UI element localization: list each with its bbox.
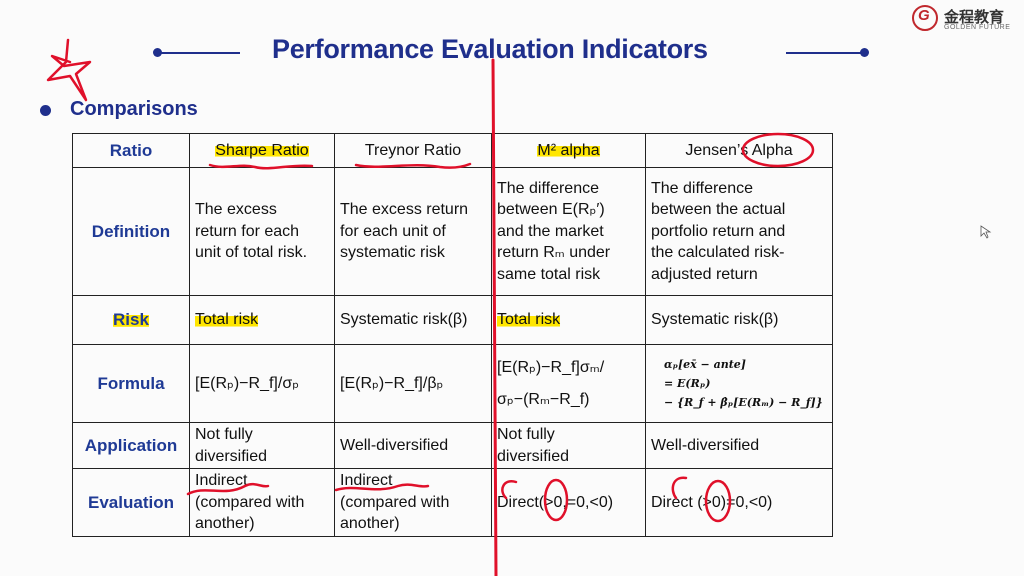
header-treynor: Treynor Ratio <box>334 133 492 168</box>
row-label-evaluation: Evaluation <box>72 468 190 537</box>
cell-m2-risk: Total risk <box>491 295 646 345</box>
cell-jensen-risk: Systematic risk(β) <box>645 295 833 345</box>
row-label-formula: Formula <box>72 344 190 423</box>
cell-jensen-application: Well-diversified <box>645 422 833 469</box>
header-m2: M² alpha <box>491 133 646 168</box>
header-treynor-label: Treynor Ratio <box>364 141 462 159</box>
cell-treynor-definition: The excess return for each unit of systema… <box>334 167 492 296</box>
comparison-table: Ratio Sharpe Ratio Treynor Ratio M² alph… <box>72 133 833 537</box>
mouse-cursor-icon <box>980 225 992 239</box>
header-jensen: Jensen’s Alpha <box>645 133 833 168</box>
ink-star-icon <box>46 38 92 102</box>
title-left-line <box>155 52 240 54</box>
cell-treynor-application: Well-diversified <box>334 422 492 469</box>
cell-sharpe-formula: [E(Rₚ)−R_f]/σₚ <box>189 344 335 423</box>
table-row-evaluation: Evaluation Indirect (compared with another… <box>72 468 833 537</box>
golden-future-logo: G 金程教育 GOLDEN FUTURE <box>912 5 1020 33</box>
cell-treynor-evaluation: Indirect (compared with another) <box>334 468 492 537</box>
header-m2-label: M² alpha <box>537 141 600 159</box>
title-right-dot <box>860 48 869 57</box>
cell-jensen-definition: The difference between the actual portfoli… <box>645 167 833 296</box>
row-label-risk: Risk <box>72 295 190 345</box>
header-ratio: Ratio <box>72 133 190 168</box>
row-label-definition: Definition <box>72 167 190 296</box>
header-jensen-label: Jensen’s Alpha <box>685 141 793 159</box>
header-sharpe-label: Sharpe Ratio <box>215 141 309 159</box>
cell-treynor-risk: Systematic risk(β) <box>334 295 492 345</box>
cell-sharpe-evaluation: Indirect (compared with another) <box>189 468 335 537</box>
logo-chinese-text: 金程教育 <box>944 9 1005 26</box>
cell-m2-application: Not fully diversified <box>491 422 646 469</box>
table-row-definition: Definition The excess return for each unit… <box>72 167 833 296</box>
logo-english-text: GOLDEN FUTURE <box>944 24 1011 31</box>
cell-m2-definition: The difference between E(Rₚ′) and the mark… <box>491 167 646 296</box>
logo-letter: G <box>918 7 930 24</box>
cell-m2-evaluation: Direct(>0,=0,<0) <box>491 468 646 537</box>
cell-sharpe-definition: The excess return for each unit of total r… <box>189 167 335 296</box>
title-right-line <box>786 52 866 54</box>
table-header-row: Ratio Sharpe Ratio Treynor Ratio M² alph… <box>72 133 833 168</box>
table-row-application: Application Not fully diversified Well-di… <box>72 422 833 469</box>
cell-sharpe-application: Not fully diversified <box>189 422 335 469</box>
header-sharpe: Sharpe Ratio <box>189 133 335 168</box>
table-row-risk: Risk Total risk Systematic risk(β) Total… <box>72 295 833 345</box>
cell-sharpe-risk: Total risk <box>189 295 335 345</box>
section-bullet-icon <box>40 105 51 116</box>
page-title: Performance Evaluation Indicators <box>272 34 708 64</box>
cell-m2-formula: [E(Rₚ)−R_f]σₘ/σₚ−(Rₘ−R_f) <box>491 344 646 423</box>
logo-emblem-icon <box>912 5 938 31</box>
cell-jensen-evaluation: Direct (>0)=0,<0) <box>645 468 833 537</box>
row-label-application: Application <box>72 422 190 469</box>
cell-jensen-formula: αₚ[ex̄ − ante] = E(Rₚ) − {R_f + β̂ₚ[E(Rₘ) … <box>645 344 833 423</box>
table-row-formula: Formula [E(Rₚ)−R_f]/σₚ [E(Rₚ)−R_f]/βₚ [E… <box>72 344 833 423</box>
cell-treynor-formula: [E(Rₚ)−R_f]/βₚ <box>334 344 492 423</box>
section-title: Comparisons <box>70 98 198 120</box>
